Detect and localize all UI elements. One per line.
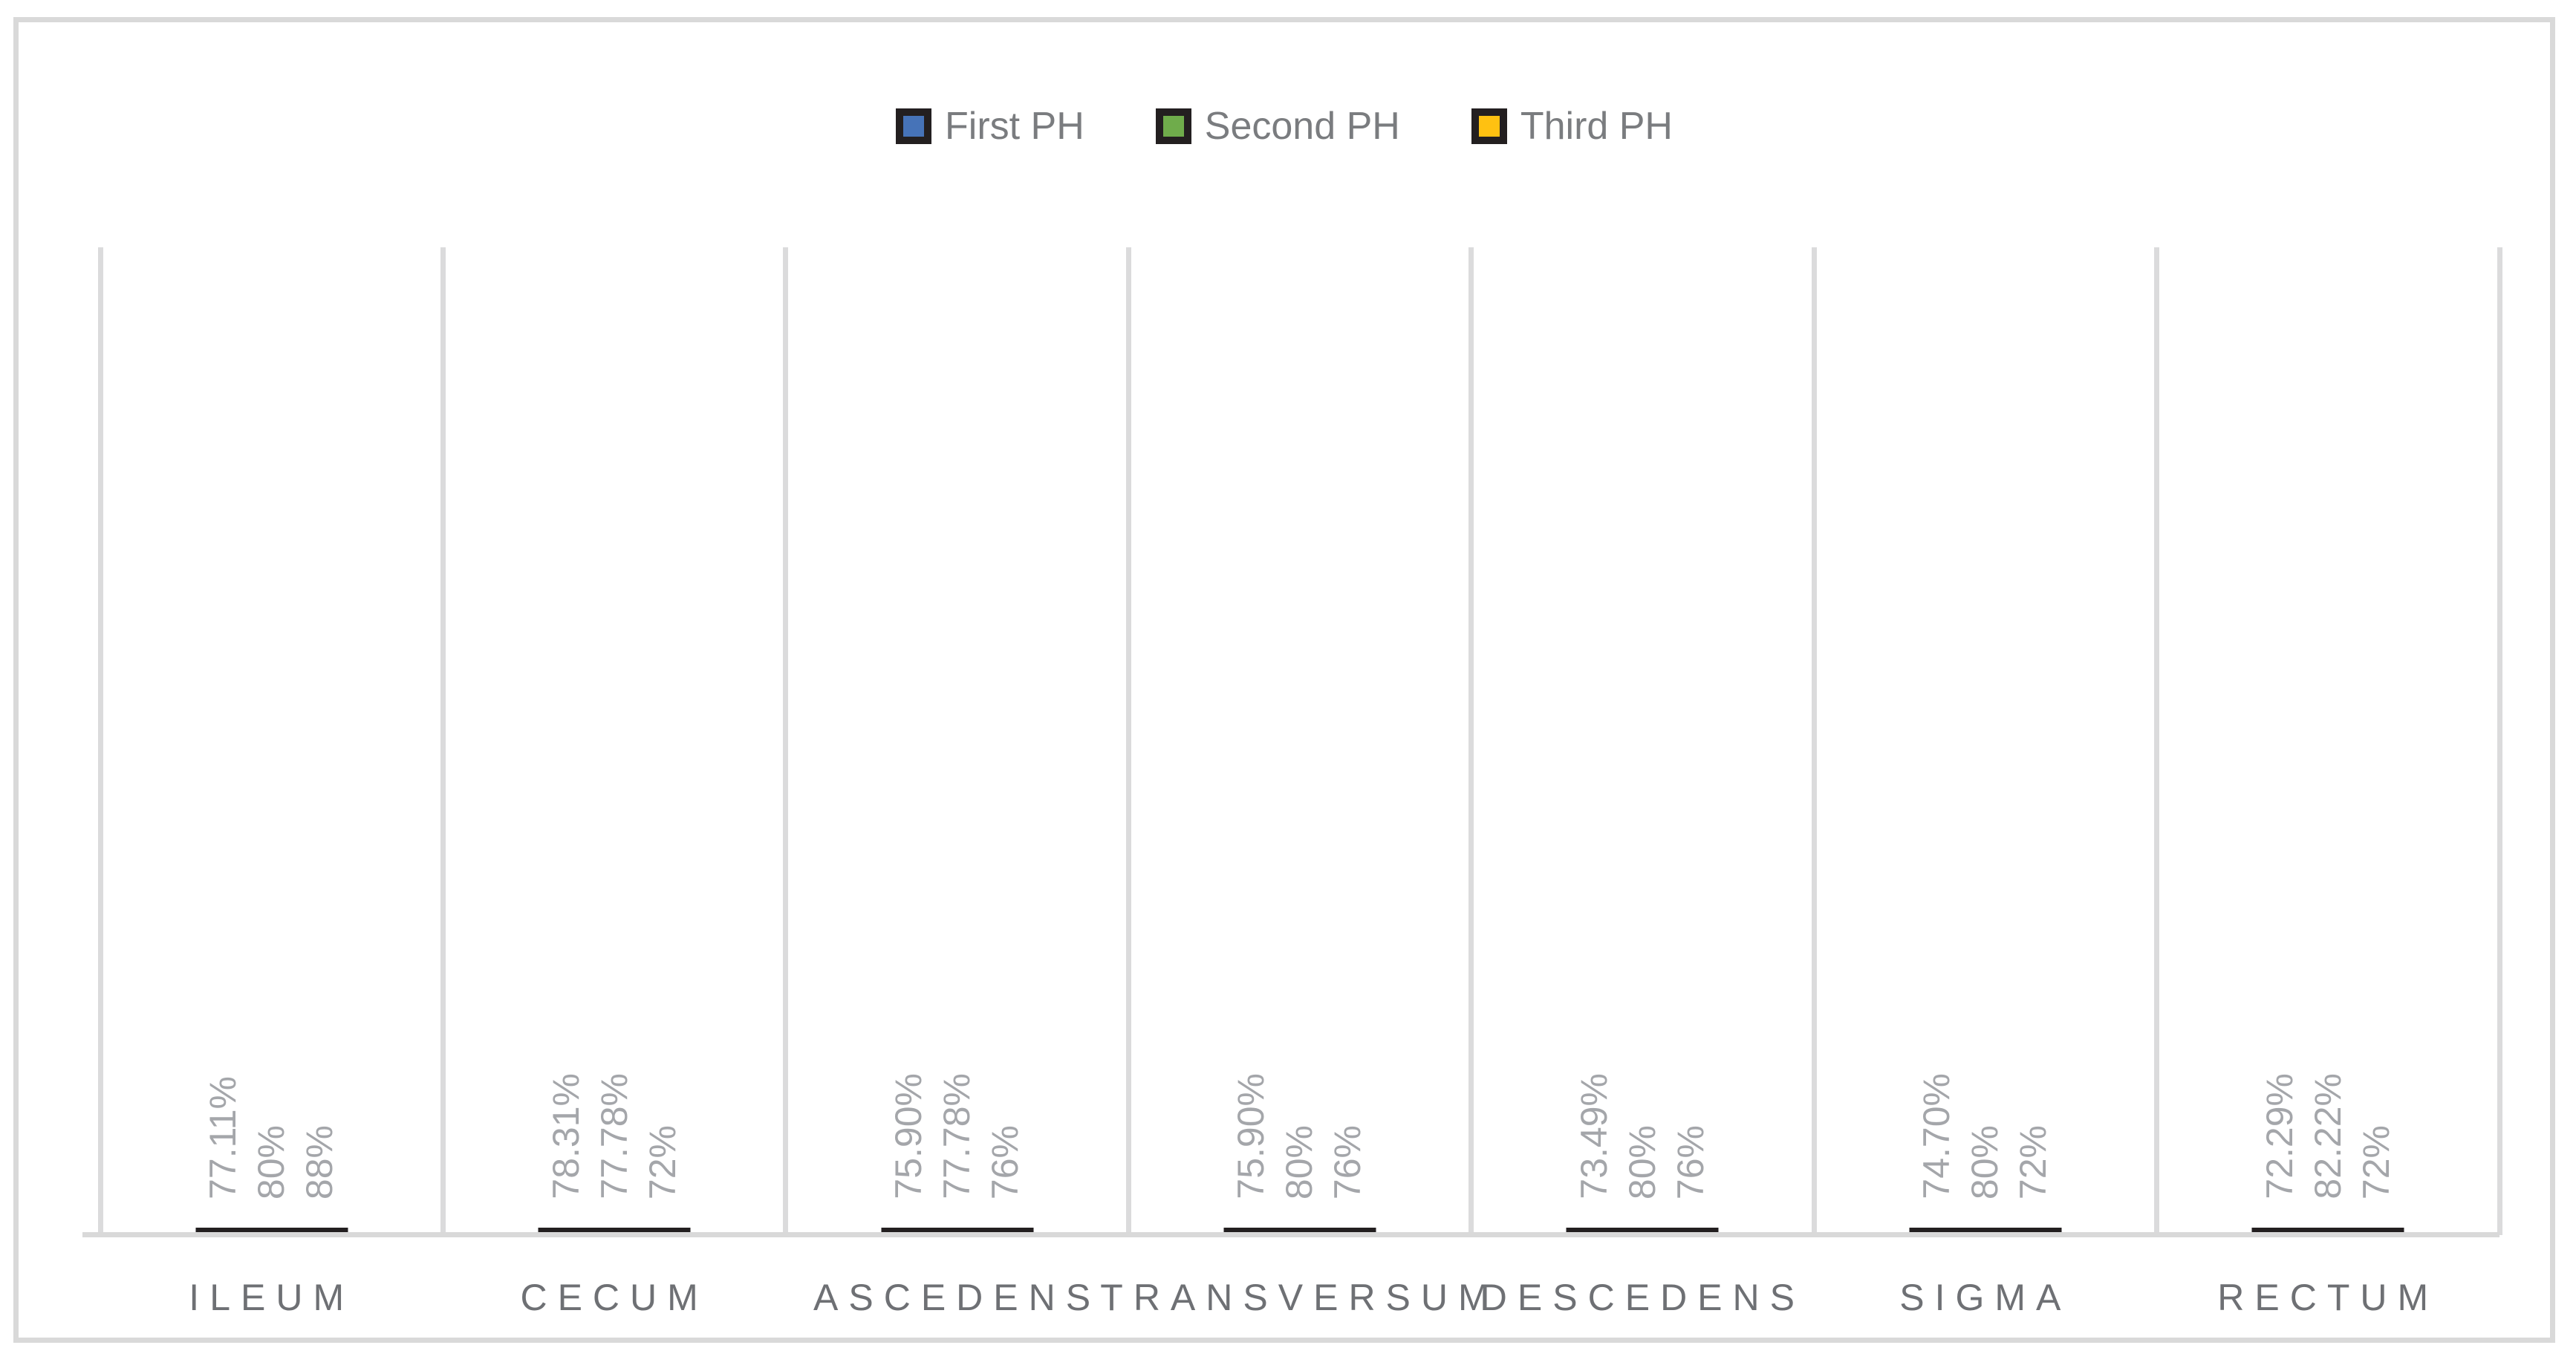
bar-group: 78.31% 77.78% 72%	[538, 1073, 691, 1235]
bar-third-ph: 76%	[978, 1125, 1034, 1235]
category-label: TRANSVERSUM	[1100, 1277, 1500, 1318]
bar-third-ph: 72%	[2006, 1125, 2062, 1235]
category-separator-gridline	[783, 247, 789, 1235]
data-label: 76%	[1669, 1124, 1711, 1199]
bar-group: 73.49% 80% 76%	[1566, 1073, 1719, 1235]
data-label: 72%	[641, 1124, 683, 1199]
category-separator-gridline	[1125, 247, 1131, 1235]
data-label: 88%	[299, 1124, 341, 1199]
bar-third-ph: 72%	[2348, 1125, 2404, 1235]
chart-frame: First PH Second PH Third PH 77.11% 80% 88% 78…	[13, 17, 2555, 1343]
bar-third-ph: 76%	[1662, 1125, 1719, 1235]
category-separator-gridline	[2497, 247, 2502, 1235]
data-label: 80%	[1621, 1124, 1663, 1199]
data-label: 80%	[250, 1124, 293, 1199]
data-label: 74.70%	[1916, 1073, 1958, 1199]
x-axis-label-cell: SIGMA	[1814, 1276, 2156, 1329]
x-axis-line	[82, 1232, 2499, 1237]
category-separator-gridline	[97, 247, 103, 1235]
bar-group: 75.90% 80% 76%	[1223, 1073, 1376, 1235]
category-separator-gridline	[2154, 247, 2160, 1235]
legend-label: Third PH	[1520, 105, 1673, 148]
legend-label: Second PH	[1204, 105, 1400, 148]
data-label: 80%	[1964, 1124, 2006, 1199]
x-axis-label-cell: RECTUM	[2157, 1276, 2499, 1329]
legend-swatch-icon	[1471, 108, 1507, 144]
chart-legend: First PH Second PH Third PH	[19, 104, 2550, 149]
data-label: 72%	[2355, 1124, 2397, 1199]
data-label: 75.90%	[888, 1073, 930, 1199]
x-axis-label-cell: TRANSVERSUM	[1100, 1276, 1489, 1329]
x-axis-label-cell: ILEUM	[100, 1276, 443, 1329]
data-label: 72%	[2012, 1124, 2055, 1199]
category-label: RECTUM	[2217, 1277, 2439, 1318]
data-label: 78.31%	[544, 1073, 587, 1199]
legend-item: Third PH	[1471, 104, 1673, 149]
bar-group: 77.11% 80% 88%	[195, 1076, 348, 1235]
category-cell: 75.90% 80% 76%	[1128, 247, 1471, 1235]
data-label: 76%	[984, 1124, 1027, 1199]
bar-third-ph: 76%	[1320, 1125, 1376, 1235]
x-axis-label-cell: DESCEDENS	[1471, 1276, 1814, 1329]
legend-item: First PH	[896, 104, 1084, 149]
bar-third-ph: 88%	[292, 1125, 348, 1235]
data-label: 77.11%	[202, 1076, 244, 1199]
bar-group: 72.29% 82.22% 72%	[2251, 1073, 2404, 1235]
x-axis-label-cell: CECUM	[443, 1276, 785, 1329]
x-axis-labels: ILEUM CECUM ASCEDENS TRANSVERSUM DESCEDENS SI…	[100, 1276, 2499, 1329]
category-cell: 78.31% 77.78% 72%	[443, 247, 785, 1235]
data-label: 73.49%	[1572, 1073, 1615, 1199]
bar-third-ph: 72%	[634, 1125, 691, 1235]
legend-item: Second PH	[1155, 104, 1400, 149]
legend-label: First PH	[945, 105, 1084, 148]
legend-swatch-icon	[1155, 108, 1191, 144]
category-separator-gridline	[440, 247, 446, 1235]
bar-group: 75.90% 77.78% 76%	[881, 1073, 1034, 1235]
category-cell: 74.70% 80% 72%	[1814, 247, 2156, 1235]
plot-area: 77.11% 80% 88% 78.31% 77.78% 72% 75.90% 77.78% 7…	[82, 247, 2502, 1237]
data-label: 77.78%	[936, 1073, 978, 1199]
bar-layer: 77.11% 80% 88% 78.31% 77.78% 72% 75.90% 77.78% 7…	[100, 247, 2499, 1235]
data-label: 82.22%	[2306, 1073, 2349, 1199]
category-cell: 73.49% 80% 76%	[1471, 247, 1814, 1235]
category-label: SIGMA	[1899, 1277, 2072, 1318]
category-cell: 77.11% 80% 88%	[100, 247, 443, 1235]
category-label: DESCEDENS	[1480, 1277, 1805, 1318]
category-label: ASCEDENS	[813, 1277, 1102, 1318]
bar-group: 74.70% 80% 72%	[1909, 1073, 2062, 1235]
category-label: ILEUM	[189, 1277, 355, 1318]
data-label: 72.29%	[2258, 1073, 2300, 1199]
category-separator-gridline	[1811, 247, 1817, 1235]
data-label: 76%	[1327, 1124, 1369, 1199]
data-label: 75.90%	[1230, 1073, 1272, 1199]
category-label: CECUM	[520, 1277, 709, 1318]
category-separator-gridline	[1468, 247, 1474, 1235]
data-label: 77.78%	[593, 1073, 635, 1199]
category-cell: 75.90% 77.78% 76%	[786, 247, 1128, 1235]
x-axis-label-cell: ASCEDENS	[786, 1276, 1128, 1329]
legend-swatch-icon	[896, 108, 932, 144]
category-cell: 72.29% 82.22% 72%	[2157, 247, 2499, 1235]
data-label: 80%	[1278, 1124, 1321, 1199]
